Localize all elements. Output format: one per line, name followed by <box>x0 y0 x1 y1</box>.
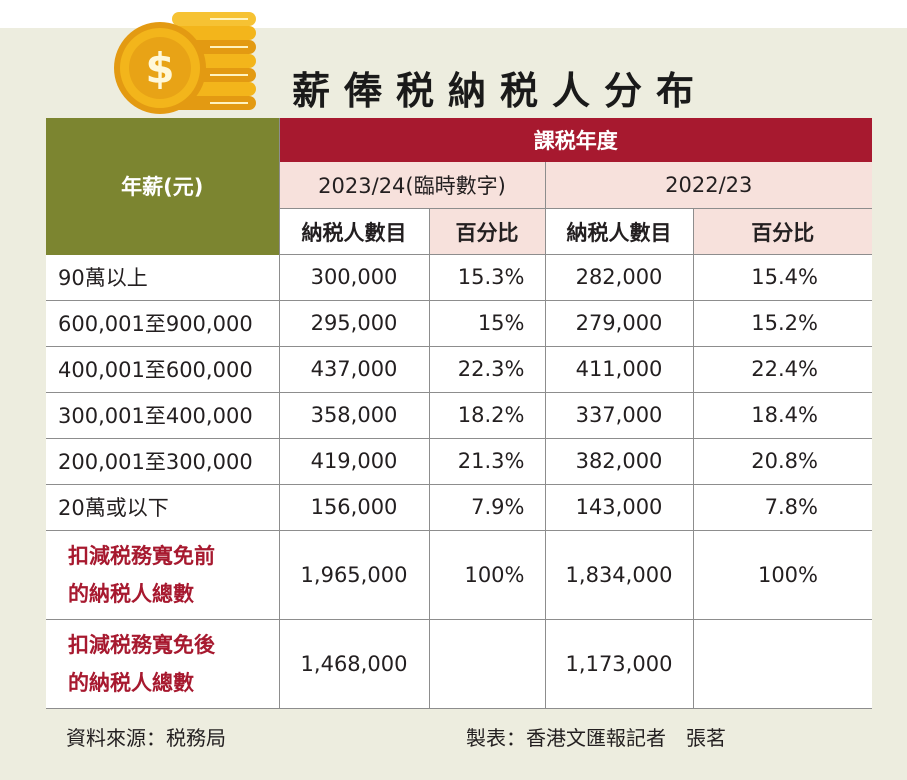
total-label-line2: 的納税人總數 <box>68 670 194 695</box>
source-note: 資料來源：税務局 <box>66 726 226 750</box>
cell-percent: 22.3% <box>428 346 545 393</box>
total-label-line1: 扣減税務寬免前 <box>68 543 215 568</box>
cell-percent: 15% <box>428 300 545 347</box>
cell-count: 300,000 <box>278 254 429 301</box>
total-label: 扣減税務寬免前 的納税人總數 <box>46 530 279 620</box>
cell-percent: 15.4% <box>692 254 872 301</box>
cell-percent: 15.3% <box>428 254 545 301</box>
row-label: 300,001至400,000 <box>46 392 279 439</box>
cell-percent: 18.4% <box>692 392 872 439</box>
count-column-header: 納税人數目 <box>278 208 429 255</box>
cell-percent: 18.2% <box>428 392 545 439</box>
percent-column-header: 百分比 <box>692 208 872 255</box>
row-label: 20萬或以下 <box>46 484 279 531</box>
cell-count: 419,000 <box>278 438 429 485</box>
total-row: 扣減税務寬免前 的納税人總數 1,965,000 100% 1,834,000 … <box>46 530 872 620</box>
row-label: 200,001至300,000 <box>46 438 279 485</box>
cell-count: 1,468,000 <box>278 619 429 709</box>
total-label-line1: 扣減税務寬免後 <box>68 632 215 657</box>
cell-count: 411,000 <box>544 346 693 393</box>
cell-percent: 21.3% <box>428 438 545 485</box>
table-row: 90萬以上 300,000 15.3% 282,000 15.4% <box>46 254 872 301</box>
period-2022-23-header: 2022/23 <box>544 162 872 209</box>
table-row: 200,001至300,000 419,000 21.3% 382,000 20… <box>46 438 872 485</box>
cell-count: 437,000 <box>278 346 429 393</box>
credit-note: 製表：香港文匯報記者 張茗 <box>466 726 726 750</box>
cell-count: 295,000 <box>278 300 429 347</box>
period-2023-24-header: 2023/24(臨時數字) <box>278 162 545 209</box>
cell-count: 1,834,000 <box>544 530 693 620</box>
total-row: 扣減税務寬免後 的納税人總數 1,468,000 1,173,000 <box>46 619 872 709</box>
table-row: 400,001至600,000 437,000 22.3% 411,000 22… <box>46 346 872 393</box>
cell-count: 382,000 <box>544 438 693 485</box>
cell-count: 1,965,000 <box>278 530 429 620</box>
cell-count: 282,000 <box>544 254 693 301</box>
total-label-line2: 的納税人總數 <box>68 581 194 606</box>
cell-percent: 20.8% <box>692 438 872 485</box>
cell-count: 143,000 <box>544 484 693 531</box>
tax-year-header: 課税年度 <box>278 118 872 162</box>
table-row: 20萬或以下 156,000 7.9% 143,000 7.8% <box>46 484 872 531</box>
cell-percent <box>428 619 545 709</box>
cell-percent: 100% <box>428 530 545 620</box>
page-title: 薪俸税納税人分布 <box>292 69 709 113</box>
gold-coins-icon: $ <box>114 12 256 114</box>
cell-percent: 15.2% <box>692 300 872 347</box>
cell-percent: 22.4% <box>692 346 872 393</box>
cell-percent <box>692 619 872 709</box>
cell-count: 337,000 <box>544 392 693 439</box>
total-label: 扣減税務寬免後 的納税人總數 <box>46 619 279 709</box>
svg-text:$: $ <box>145 44 174 93</box>
cell-count: 279,000 <box>544 300 693 347</box>
row-label: 600,001至900,000 <box>46 300 279 347</box>
annual-salary-header: 年薪(元) <box>46 118 279 255</box>
count-column-header: 納税人數目 <box>544 208 693 255</box>
row-label: 400,001至600,000 <box>46 346 279 393</box>
percent-column-header: 百分比 <box>428 208 545 255</box>
cell-count: 1,173,000 <box>544 619 693 709</box>
tax-table: 年薪(元) 課税年度 2023/24(臨時數字) 2022/23 納税人數目 百… <box>46 118 872 709</box>
cell-percent: 7.8% <box>692 484 872 531</box>
table-row: 300,001至400,000 358,000 18.2% 337,000 18… <box>46 392 872 439</box>
table-row: 600,001至900,000 295,000 15% 279,000 15.2… <box>46 300 872 347</box>
cell-percent: 100% <box>692 530 872 620</box>
row-label: 90萬以上 <box>46 254 279 301</box>
cell-count: 156,000 <box>278 484 429 531</box>
cell-percent: 7.9% <box>428 484 545 531</box>
cell-count: 358,000 <box>278 392 429 439</box>
